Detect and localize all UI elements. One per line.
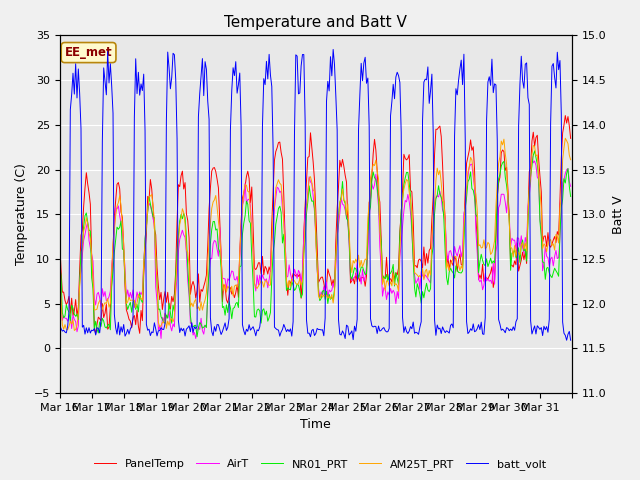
NR01_PRT xyxy=(531,148,538,154)
NR01_PRT xyxy=(193,334,201,340)
Y-axis label: Batt V: Batt V xyxy=(612,195,625,234)
AM25T_PRT xyxy=(567,157,575,163)
PanelTemp xyxy=(73,313,81,319)
PanelTemp xyxy=(92,331,99,337)
AirT xyxy=(567,183,575,189)
AirT xyxy=(566,179,573,184)
Line: PanelTemp: PanelTemp xyxy=(60,116,571,334)
Title: Temperature and Batt V: Temperature and Batt V xyxy=(225,15,407,30)
PanelTemp xyxy=(421,263,429,268)
AirT xyxy=(56,276,63,282)
batt_volt xyxy=(89,328,97,334)
AirT xyxy=(89,258,97,264)
AM25T_PRT xyxy=(74,312,82,318)
Line: batt_volt: batt_volt xyxy=(60,49,571,340)
NR01_PRT xyxy=(566,183,573,189)
batt_volt xyxy=(56,322,63,328)
AM25T_PRT xyxy=(561,135,569,141)
NR01_PRT xyxy=(421,287,429,292)
batt_volt xyxy=(73,95,81,101)
Legend: PanelTemp, AirT, NR01_PRT, AM25T_PRT, batt_volt: PanelTemp, AirT, NR01_PRT, AM25T_PRT, ba… xyxy=(90,455,550,474)
PanelTemp xyxy=(56,237,63,242)
AirT xyxy=(528,153,536,159)
AirT xyxy=(421,272,429,278)
batt_volt xyxy=(497,327,505,333)
PanelTemp xyxy=(320,280,328,286)
batt_volt xyxy=(421,76,429,82)
PanelTemp xyxy=(497,150,505,156)
AirT xyxy=(192,336,200,341)
AM25T_PRT xyxy=(320,292,328,298)
NR01_PRT xyxy=(567,193,575,199)
PanelTemp xyxy=(89,275,97,280)
AirT xyxy=(320,284,328,289)
AM25T_PRT xyxy=(421,268,429,274)
batt_volt xyxy=(567,337,575,343)
Line: AirT: AirT xyxy=(60,156,571,338)
PanelTemp xyxy=(567,135,575,141)
batt_volt xyxy=(319,327,326,333)
PanelTemp xyxy=(566,123,573,129)
Y-axis label: Temperature (C): Temperature (C) xyxy=(15,163,28,265)
AirT xyxy=(73,329,81,335)
NR01_PRT xyxy=(320,288,328,293)
AM25T_PRT xyxy=(497,138,505,144)
AM25T_PRT xyxy=(70,327,78,333)
batt_volt xyxy=(330,47,337,52)
AM25T_PRT xyxy=(566,152,573,158)
PanelTemp xyxy=(561,113,569,119)
NR01_PRT xyxy=(497,163,505,169)
NR01_PRT xyxy=(56,263,63,269)
Line: NR01_PRT: NR01_PRT xyxy=(60,151,571,337)
NR01_PRT xyxy=(89,286,97,291)
AirT xyxy=(497,192,505,197)
NR01_PRT xyxy=(73,311,81,317)
Text: EE_met: EE_met xyxy=(65,46,113,59)
Line: AM25T_PRT: AM25T_PRT xyxy=(60,138,571,330)
AM25T_PRT xyxy=(56,268,63,274)
AM25T_PRT xyxy=(90,307,98,313)
batt_volt xyxy=(564,331,572,337)
X-axis label: Time: Time xyxy=(300,419,331,432)
